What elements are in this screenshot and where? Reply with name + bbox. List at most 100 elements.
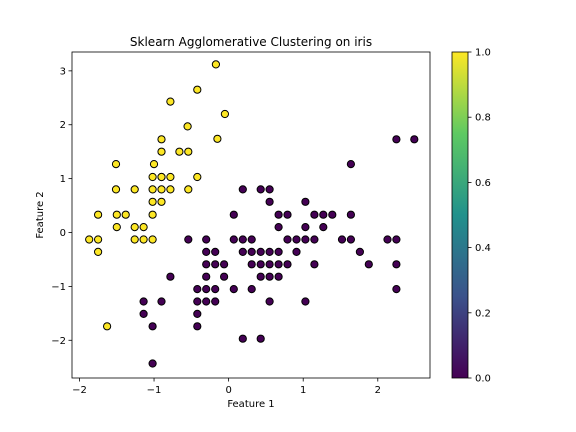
scatter-point <box>247 247 256 256</box>
scatter-point <box>410 135 419 144</box>
scatter-point <box>238 247 247 256</box>
scatter-point <box>148 197 157 206</box>
scatter-point <box>346 210 355 219</box>
y-tick-label: −1 <box>51 282 66 293</box>
colorbar-tick-label: 0.6 <box>475 178 491 189</box>
scatter-point <box>301 197 310 206</box>
scatter-point <box>274 260 283 269</box>
scatter-point <box>319 223 328 232</box>
scatter-point <box>130 185 139 194</box>
scatter-point <box>85 235 94 244</box>
scatter-point <box>256 272 265 281</box>
scatter-point <box>283 260 292 269</box>
scatter-point <box>256 260 265 269</box>
scatter-point <box>310 260 319 269</box>
scatter-point <box>265 185 274 194</box>
scatter-point <box>148 172 157 182</box>
y-tick-label: −2 <box>51 336 66 347</box>
scatter-point <box>274 210 283 219</box>
scatter-point <box>346 235 355 244</box>
scatter-point <box>337 235 347 244</box>
scatter-point <box>238 235 247 244</box>
scatter-point <box>211 260 220 269</box>
scatter-point <box>175 147 184 156</box>
scatter-point <box>211 285 220 294</box>
scatter-point <box>193 297 202 306</box>
scatter-point <box>148 359 157 368</box>
scatter-point <box>247 260 256 269</box>
scatter-point <box>229 210 238 219</box>
scatter-point <box>292 247 301 256</box>
scatter-point <box>292 235 301 244</box>
scatter-point <box>274 223 283 232</box>
scatter-point <box>193 85 202 94</box>
chart-title: Sklearn Agglomerative Clustering on iris <box>130 35 372 49</box>
x-tick-label: 1 <box>300 385 306 396</box>
scatter-point <box>157 147 166 156</box>
scatter-point <box>238 334 247 343</box>
scatter-point <box>121 210 130 219</box>
scatter-point <box>265 297 274 306</box>
scatter-point <box>364 260 373 269</box>
scatter-point <box>310 210 319 219</box>
scatter-point <box>211 60 220 69</box>
scatter-point <box>346 160 355 169</box>
scatter-point <box>184 185 193 194</box>
colorbar-tick-label: 0.4 <box>475 243 491 254</box>
scatter-point <box>130 235 139 244</box>
scatter-point <box>256 334 265 343</box>
scatter-point <box>111 185 121 194</box>
scatter-point <box>139 235 148 244</box>
scatter-point <box>193 285 202 294</box>
colorbar-tick-label: 0.0 <box>475 374 491 385</box>
scatter-point <box>283 235 292 244</box>
colorbar-ticks: 0.0 0.2 0.4 0.6 0.8 1.0 <box>468 48 491 385</box>
y-tick-label: 2 <box>60 120 66 131</box>
scatter-point <box>193 309 202 318</box>
x-axis-ticks: −2 −1 0 1 2 <box>72 378 381 396</box>
scatter-point <box>157 172 166 182</box>
scatter-point <box>392 285 401 294</box>
scatter-point <box>211 247 220 256</box>
scatter-point <box>157 297 166 306</box>
y-axis-label: Feature 2 <box>35 191 46 238</box>
scatter-point <box>148 185 157 194</box>
colorbar-tick-label: 1.0 <box>475 48 491 59</box>
plot-frame <box>71 51 431 379</box>
scatter-point <box>328 210 337 219</box>
scatter-point <box>166 97 175 106</box>
scatter-point <box>157 135 166 144</box>
scatter-points <box>85 60 419 368</box>
x-tick-label: 2 <box>375 385 381 396</box>
scatter-point <box>166 172 175 182</box>
x-tick-label: −1 <box>147 385 162 396</box>
scatter-point <box>157 197 166 206</box>
scatter-point <box>111 160 121 169</box>
scatter-point <box>202 260 211 269</box>
scatter-point <box>247 285 256 294</box>
y-tick-label: 1 <box>60 174 66 185</box>
scatter-point <box>202 272 211 281</box>
scatter-point <box>392 260 401 269</box>
scatter-point <box>112 210 121 219</box>
scatter-point <box>265 272 274 281</box>
scatter-point <box>301 235 310 244</box>
scatter-point <box>274 247 283 256</box>
scatter-point <box>238 185 247 194</box>
scatter-point <box>193 172 202 182</box>
y-tick-label: 3 <box>60 66 66 77</box>
scatter-point <box>220 272 229 281</box>
x-tick-label: −2 <box>72 385 87 396</box>
y-axis-ticks: −2 −1 0 1 2 3 <box>51 66 72 347</box>
colorbar <box>451 51 469 379</box>
scatter-point <box>301 297 310 306</box>
x-tick-label: 0 <box>225 385 231 396</box>
scatter-point <box>355 247 364 256</box>
scatter-point <box>139 223 148 232</box>
scatter-point <box>157 185 166 194</box>
scatter-point <box>103 322 112 331</box>
scatter-point <box>392 235 401 244</box>
scatter-point <box>112 223 121 232</box>
scatter-point <box>184 235 193 244</box>
